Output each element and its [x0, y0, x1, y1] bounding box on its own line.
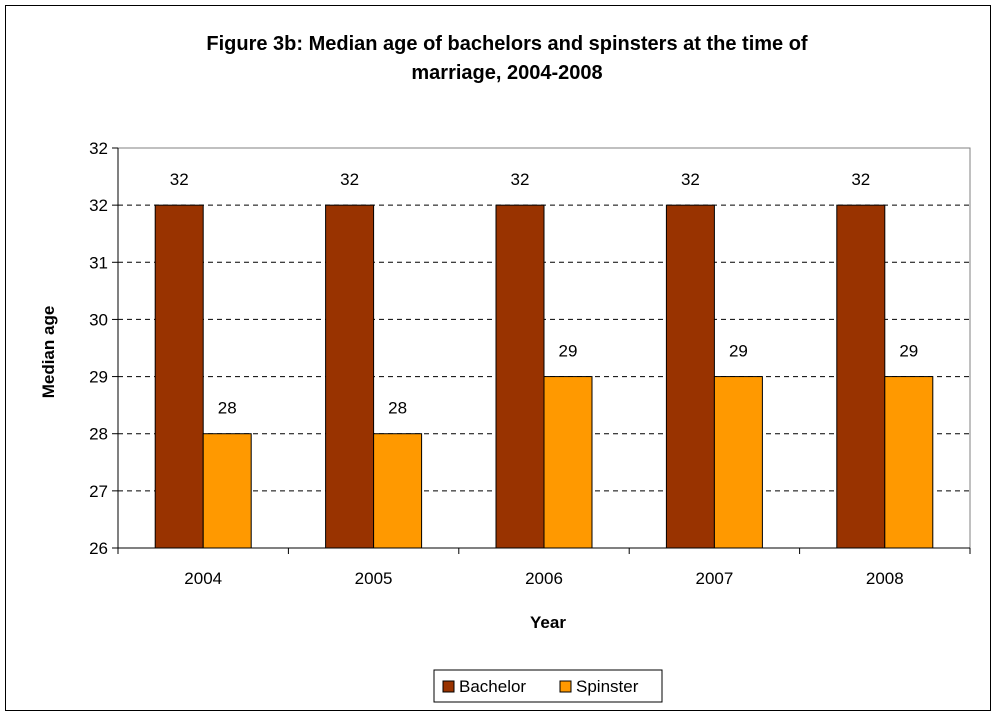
x-tick-label: 2004 — [184, 569, 222, 588]
legend-label-bachelor: Bachelor — [459, 677, 526, 696]
legend-swatch-spinster — [559, 680, 572, 693]
y-tick-label: 26 — [89, 539, 108, 558]
y-tick-label: 32 — [89, 139, 108, 158]
legend-box — [433, 669, 663, 703]
bar-bachelor — [836, 204, 886, 549]
data-label: 28 — [218, 399, 237, 418]
x-tick-label: 2005 — [355, 569, 393, 588]
y-tick-label: 31 — [89, 253, 108, 272]
data-label: 32 — [340, 170, 359, 189]
y-tick-label: 30 — [89, 310, 108, 329]
data-label: 32 — [511, 170, 530, 189]
data-label: 32 — [851, 170, 870, 189]
bar-spinster — [543, 376, 593, 549]
x-tick-label: 2007 — [695, 569, 733, 588]
x-axis-label: Year — [530, 613, 566, 632]
data-labels: 32 28 32 28 32 29 32 29 32 29 — [170, 170, 919, 418]
data-label: 28 — [388, 399, 407, 418]
bar-bachelor — [665, 204, 715, 549]
data-label: 29 — [729, 342, 748, 361]
y-tick-label: 27 — [89, 482, 108, 501]
legend: Bachelor Spinster — [433, 669, 663, 703]
x-tick-label: 2008 — [866, 569, 904, 588]
data-label: 29 — [899, 342, 918, 361]
axes: 26 27 28 29 30 31 32 32 2004 2005 2006 2007 2008 — [89, 139, 971, 588]
chart-title-line2: marriage, 2004-2008 — [411, 62, 602, 84]
legend-swatch-bachelor — [442, 680, 455, 693]
y-tick-label: 28 — [89, 425, 108, 444]
y-axis-label: Median age — [39, 306, 58, 399]
data-label: 32 — [681, 170, 700, 189]
bar-spinster — [373, 433, 423, 549]
chart-title-line1: Figure 3b: Median age of bachelors and s… — [206, 33, 808, 55]
data-label: 32 — [170, 170, 189, 189]
bar-bachelor — [325, 204, 375, 549]
x-tick-label: 2006 — [525, 569, 563, 588]
bar-bachelor — [154, 204, 204, 549]
y-tick-label: 32 — [89, 196, 108, 215]
bar-bachelor — [495, 204, 545, 549]
bars — [154, 204, 934, 549]
bar-spinster — [202, 433, 252, 549]
y-tick-label: 29 — [89, 368, 108, 387]
bar-spinster — [884, 376, 934, 549]
bar-spinster — [713, 376, 763, 549]
legend-label-spinster: Spinster — [576, 677, 639, 696]
data-label: 29 — [559, 342, 578, 361]
